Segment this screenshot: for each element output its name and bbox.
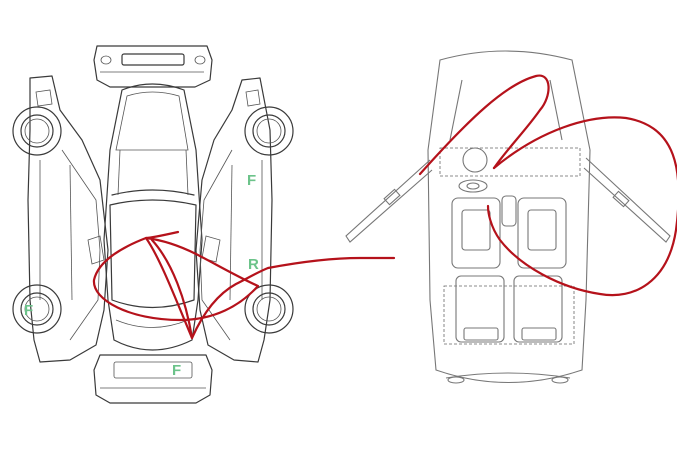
marker-right-door-rear: R [248,256,259,273]
marker-rear-bumper: F [172,362,181,379]
interior-top-view [345,50,671,384]
damage-scribbles [92,74,677,340]
car-body [103,83,203,351]
rear-bumper [93,354,213,404]
marker-left-door-front: F [24,302,33,319]
left-side-panel [12,75,109,363]
right-side-panel [195,77,294,363]
marker-right-door-front: F [247,172,256,189]
exploded-car-view: F F R F [12,45,294,404]
front-bumper [93,45,213,88]
